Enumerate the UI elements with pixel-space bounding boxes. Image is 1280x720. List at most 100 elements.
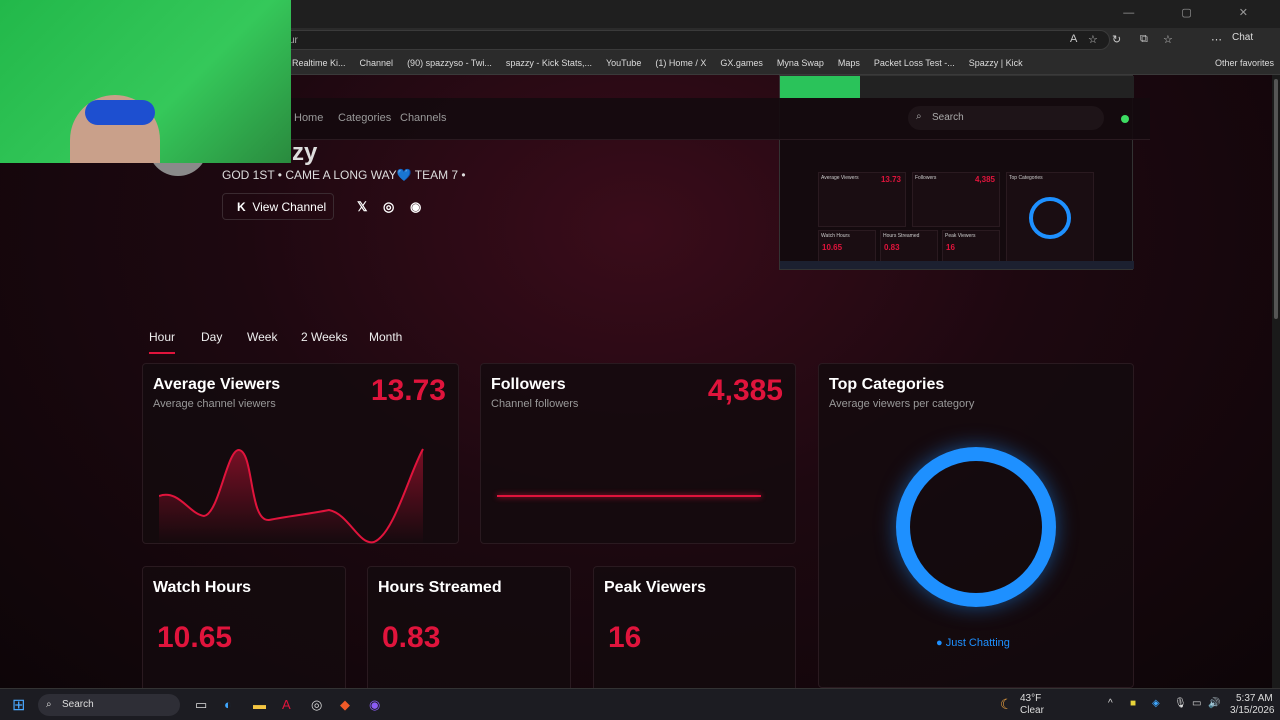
tray-chevron-icon[interactable]: ^ [1108, 698, 1113, 709]
microphone-icon[interactable]: 🎙 [1174, 698, 1187, 709]
webcam-overlay [0, 0, 291, 163]
tab-month[interactable]: Month [369, 330, 403, 344]
bookmark[interactable]: Myna Swap [776, 58, 824, 68]
preview-label: Top Categories [1009, 175, 1043, 181]
read-aloud-icon[interactable]: A [1070, 33, 1078, 45]
bookmark[interactable]: Spazzy | Kick [968, 58, 1023, 68]
channel-name: zy [292, 139, 318, 166]
card-title: Top Categories [829, 376, 945, 393]
card-value: 10.65 [157, 621, 233, 654]
clock-date[interactable]: 3/15/2026 [1230, 705, 1275, 716]
taskbar-search[interactable]: ⌕ Search [38, 694, 180, 716]
preview-label: Watch Hours [821, 233, 850, 239]
bookmark[interactable]: YouTube [605, 58, 642, 68]
windows-start-icon[interactable]: ⊞ [12, 697, 26, 714]
watch-hours-card: Watch Hours 10.65 [142, 566, 346, 696]
bookmark[interactable]: (1) Home / X [655, 58, 707, 68]
average-viewers-sparkline [159, 448, 424, 544]
search-icon: ⌕ [916, 111, 922, 122]
nav-home[interactable]: Home [294, 112, 324, 124]
preview-value: 4,385 [974, 175, 995, 184]
moon-weather-icon: ☾ [1000, 696, 1013, 712]
card-value: 16 [608, 621, 642, 654]
card-title: Followers [491, 376, 566, 393]
bookmark[interactable]: Packet Loss Test -... [873, 58, 955, 68]
other-favorites[interactable]: Other favorites [1215, 58, 1275, 68]
tab-week[interactable]: Week [247, 330, 278, 344]
nav-categories[interactable]: Categories [338, 112, 392, 124]
edge-icon[interactable]: ◐ [224, 697, 232, 712]
followers-card: Followers Channel followers 4,385 [480, 363, 796, 544]
weather-temp[interactable]: 43°F [1020, 693, 1042, 704]
window-controls[interactable]: — ▢ ✕ [1123, 7, 1270, 19]
legend-label: Just Chatting [945, 637, 1010, 649]
channel-bio: GOD 1ST • CAME A LONG WAY💙 TEAM 7 • [222, 168, 466, 182]
tab-2-weeks[interactable]: 2 Weeks [301, 330, 348, 344]
preview-label: Peak Viewers [945, 233, 976, 239]
preview-value: 13.73 [880, 175, 901, 184]
clock-time[interactable]: 5:37 AM [1236, 693, 1273, 704]
card-value: 4,385 [707, 374, 783, 407]
live-status-dot [1121, 115, 1129, 123]
tray-app-icon[interactable]: ■ [1130, 698, 1137, 709]
favorites-icon[interactable]: ☆ [1163, 34, 1173, 46]
card-subtitle: Average viewers per category [829, 398, 975, 410]
discord-icon[interactable]: ◉ [410, 199, 422, 214]
card-title: Average Viewers [153, 376, 281, 393]
file-explorer-icon[interactable]: ▬ [253, 697, 266, 712]
tab-day[interactable]: Day [201, 330, 223, 344]
extensions-icon[interactable]: ⧉ [1140, 33, 1148, 45]
brave-icon[interactable]: ◆ [340, 697, 350, 712]
defender-icon[interactable]: ◈ [1152, 698, 1160, 709]
card-subtitle: Channel followers [491, 398, 579, 410]
task-view-icon[interactable]: ▭ [195, 697, 208, 712]
app-icon[interactable]: A [282, 697, 291, 712]
x-icon[interactable]: 𝕏 [357, 199, 368, 214]
preview-value: 16 [946, 243, 955, 252]
obs-icon[interactable]: ◎ [311, 697, 323, 712]
refresh-icon[interactable]: ↻ [1112, 34, 1122, 46]
weather-condition[interactable]: Clear [1020, 705, 1044, 716]
favorite-star-icon[interactable]: ☆ [1088, 34, 1098, 46]
preview-value: 0.83 [884, 243, 900, 252]
taskbar-search-label: Search [62, 699, 94, 710]
card-subtitle: Average channel viewers [153, 398, 276, 410]
instagram-icon[interactable]: ◎ [383, 199, 395, 214]
bookmarks-bar: Realtime Ki... Channel (90) spazzyso - T… [0, 52, 1280, 75]
network-icon[interactable]: ▭ [1192, 698, 1202, 709]
average-viewers-card: Average Viewers Average channel viewers … [142, 363, 459, 544]
bookmark[interactable]: GX.games [720, 58, 763, 68]
kick-icon: K [237, 200, 246, 214]
more-icon[interactable]: ⋯ [1211, 34, 1222, 46]
nav-channels[interactable]: Channels [400, 112, 447, 124]
search-placeholder: Search [932, 112, 964, 123]
card-title: Hours Streamed [378, 579, 502, 596]
legend-just-chatting[interactable]: ● Just Chatting [936, 637, 1010, 649]
windows-taskbar: ⊞ ⌕ Search ▭ ◐ ▬ A ◎ ◆ ◉ ☾ 43°F Clear ^ ■… [0, 688, 1280, 720]
search-icon: ⌕ [46, 699, 52, 710]
card-value: 0.83 [382, 621, 441, 654]
top-categories-card: Top Categories Average viewers per categ… [818, 363, 1134, 688]
search-input[interactable]: ⌕ Search [908, 106, 1104, 130]
bookmark[interactable]: spazzy - Kick Stats,... [505, 58, 592, 68]
url-input[interactable]: ur [280, 30, 1110, 50]
discord-taskbar-icon[interactable]: ◉ [369, 697, 381, 712]
preview-label: Hours Streamed [883, 233, 920, 239]
scrollbar[interactable] [1272, 75, 1280, 688]
tab-hour[interactable]: Hour [149, 330, 176, 354]
view-channel-label: View Channel [252, 200, 327, 214]
bookmark[interactable]: Channel [359, 58, 394, 68]
bookmark[interactable]: Maps [837, 58, 860, 68]
card-value: 13.73 [370, 374, 446, 407]
card-title: Watch Hours [153, 579, 252, 596]
followers-sparkline [497, 495, 761, 497]
bookmark[interactable]: Realtime Ki... [292, 58, 346, 68]
preview-value: 10.65 [822, 243, 843, 252]
copilot-chat-button[interactable]: Chat [1232, 32, 1254, 43]
preview-label: Followers [915, 175, 937, 181]
view-channel-button[interactable]: K View Channel [222, 193, 334, 220]
preview-label: Average Viewers [821, 175, 859, 181]
card-title: Peak Viewers [604, 579, 707, 596]
volume-icon[interactable]: 🔊 [1208, 698, 1221, 709]
bookmark[interactable]: (90) spazzyso - Twi... [407, 58, 492, 68]
